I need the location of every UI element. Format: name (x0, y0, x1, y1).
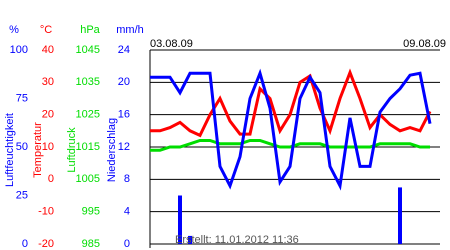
y-tick-label: 12 (118, 141, 130, 153)
y-tick-label: 75 (16, 92, 28, 104)
axis-unit: °C (40, 24, 52, 36)
series-line (150, 139, 430, 152)
y-tick-label: 16 (118, 109, 130, 121)
y-tick-label: 0 (22, 238, 28, 250)
y-tick-label: 50 (16, 141, 28, 153)
y-tick-label: 100 (10, 44, 28, 56)
y-tick-label: 20 (118, 76, 130, 88)
precip-bar (398, 187, 402, 244)
series-line (150, 68, 432, 191)
y-tick-label: 0 (124, 238, 130, 250)
y-tick-label: 40 (42, 44, 54, 56)
y-tick-label: 1045 (76, 44, 100, 56)
y-tick-label: 985 (82, 238, 100, 250)
axis-unit: hPa (80, 24, 100, 36)
y-tick-label: 1035 (76, 76, 100, 88)
y-tick-label: 20 (42, 109, 54, 121)
axis-title: Temperatur (32, 122, 44, 178)
axis-title: Luftdruck (66, 127, 78, 173)
y-tick-label: 4 (124, 206, 130, 218)
precip-bar (178, 195, 182, 244)
y-tick-label: 995 (82, 206, 100, 218)
axis-title: Niederschlag (106, 118, 118, 182)
axis-unit: % (9, 24, 19, 36)
y-tick-label: 10 (42, 141, 54, 153)
y-tick-label: 1015 (76, 141, 100, 153)
y-tick-label: 1005 (76, 173, 100, 185)
y-tick-label: 30 (42, 76, 54, 88)
y-tick-label: 8 (124, 173, 130, 185)
y-tick-label: -10 (38, 206, 54, 218)
y-tick-label: 1025 (76, 109, 100, 121)
axis-unit: mm/h (116, 24, 144, 36)
x-date-label: 09.08.09 (403, 38, 446, 50)
y-tick-label: 25 (16, 189, 28, 201)
y-tick-label: -20 (38, 238, 54, 250)
y-tick-label: 0 (48, 173, 54, 185)
axis-title: Luftfeuchtigkeit (4, 113, 16, 187)
series-line (150, 68, 432, 138)
precip-bar (188, 235, 192, 244)
footer: Erstellt: 11.01.2012 11:36 (175, 234, 299, 246)
x-date-label: 03.08.09 (150, 38, 193, 50)
y-tick-label: 24 (118, 44, 130, 56)
